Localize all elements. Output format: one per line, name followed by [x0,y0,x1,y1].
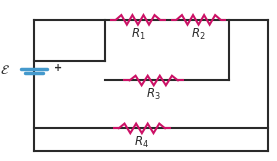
Text: $R_4$: $R_4$ [134,135,149,150]
Text: $\mathcal{E}$: $\mathcal{E}$ [0,64,10,77]
Text: $R_2$: $R_2$ [191,27,206,42]
Text: +: + [53,63,62,73]
Text: $R_1$: $R_1$ [131,27,145,42]
Text: $R_3$: $R_3$ [147,87,161,102]
